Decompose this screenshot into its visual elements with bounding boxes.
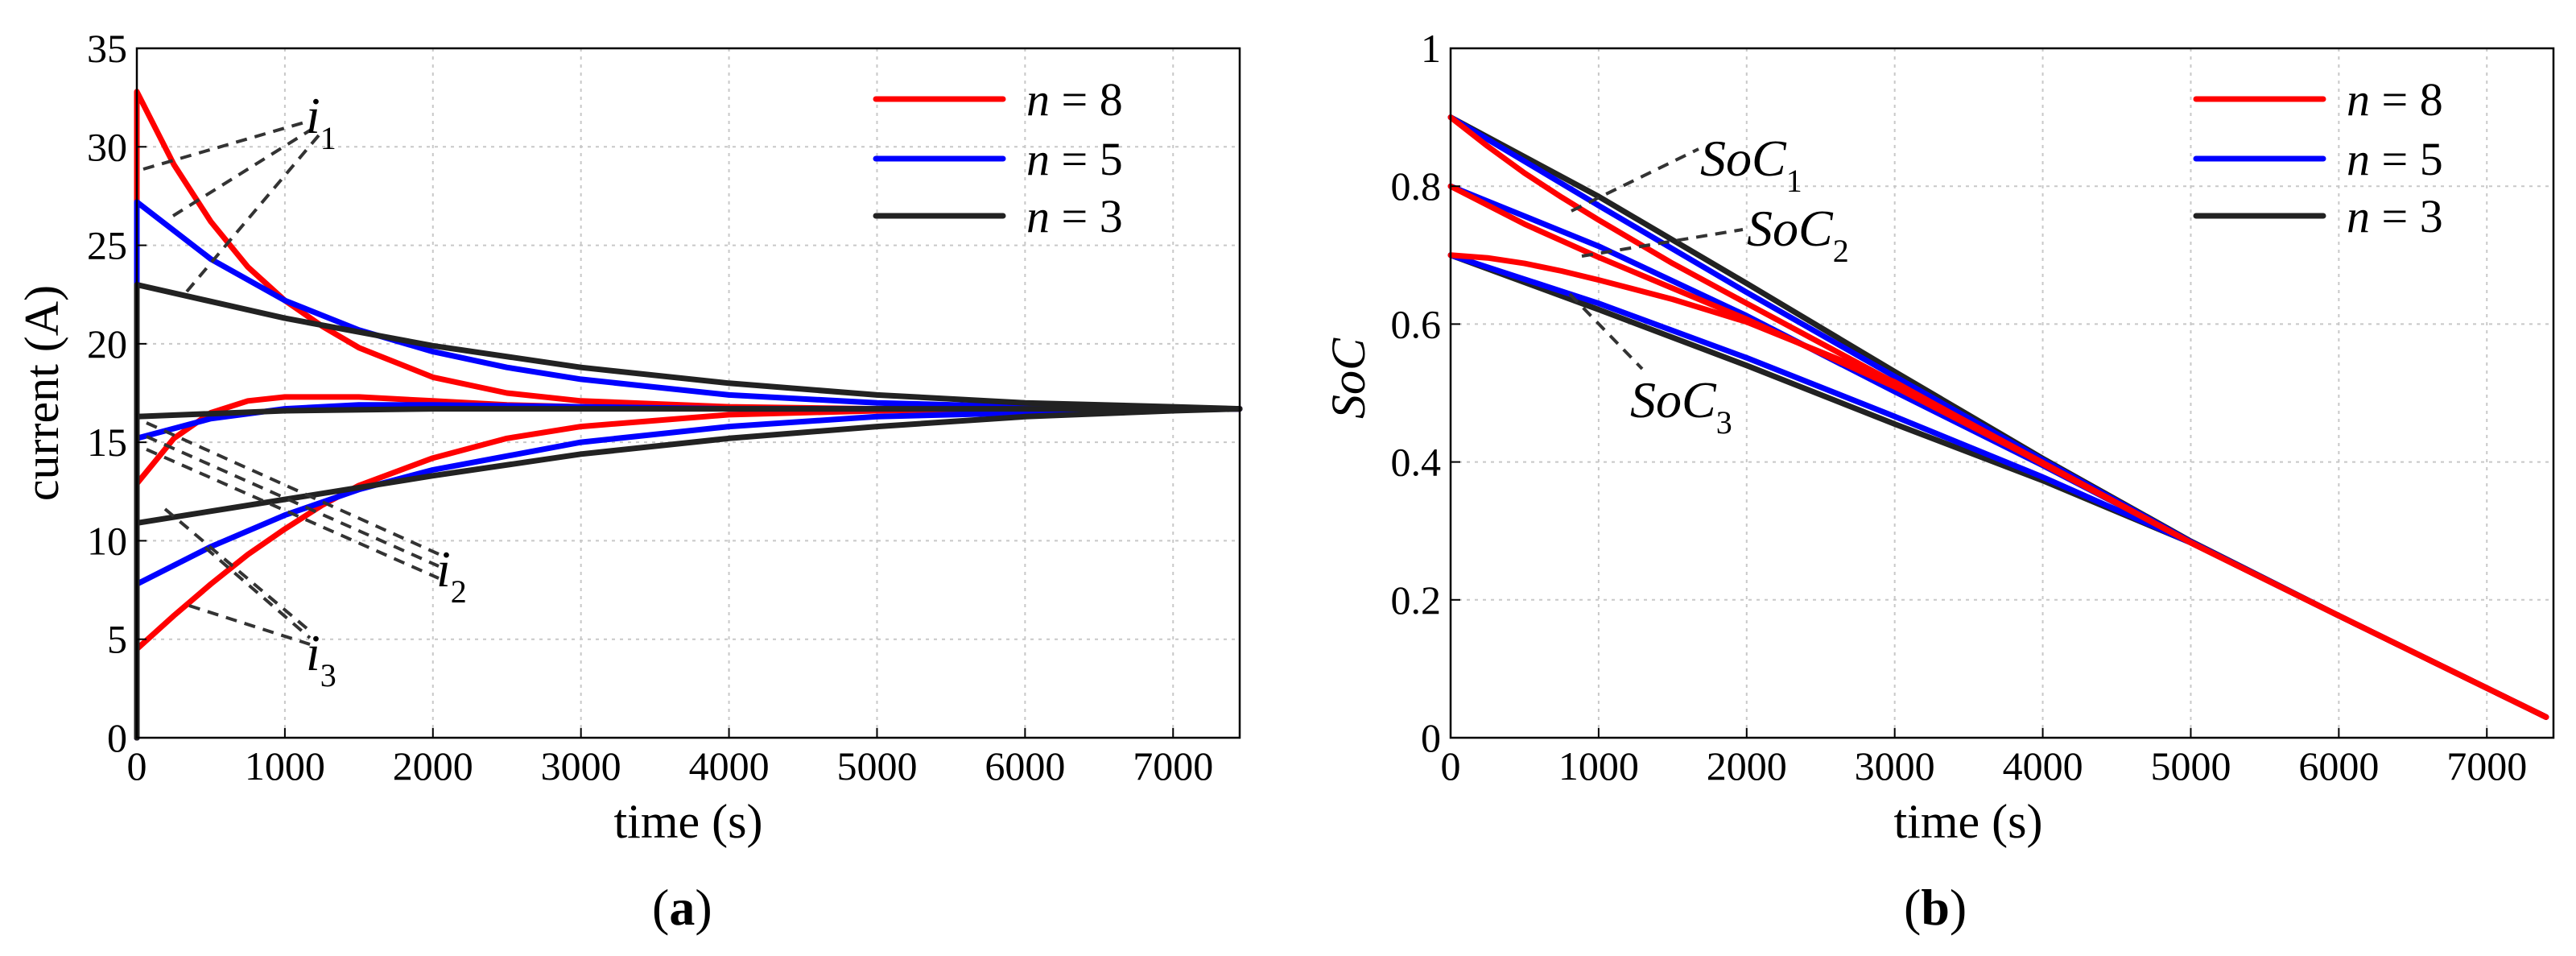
series-line-n8 — [134, 406, 1243, 741]
x-tick-label: 4000 — [689, 743, 770, 788]
x-tick-label: 0 — [1441, 743, 1461, 788]
panel-a-caption: (a) — [652, 879, 712, 936]
panel-a-y-ticks: 0 5 10 15 20 25 30 35 — [87, 26, 147, 760]
series-line-n5 — [134, 402, 1243, 741]
x-tick-label: 7000 — [1133, 743, 1213, 788]
panel-a-leader-i3-n5 — [204, 546, 312, 639]
panel-b-legend-label-n3: n = 3 — [2347, 190, 2443, 242]
panel-b-caption: (b) — [1904, 879, 1967, 936]
panel-a-annotation-i2-label: i2 — [436, 540, 467, 610]
panel-b-leader-soc1 — [1571, 147, 1699, 213]
panel-a-leader-i1-n5 — [171, 127, 314, 217]
panel-b-legend: n = 8 n = 5 n = 3 — [2193, 73, 2443, 242]
x-tick-label: 2000 — [1707, 743, 1787, 788]
panel-a-leader-i3-n8 — [188, 604, 311, 646]
panel-a-leader-i2-n5 — [146, 435, 440, 568]
panel-b-leader-soc3 — [1568, 292, 1644, 370]
x-tick-label: 7000 — [2446, 743, 2527, 788]
y-tick-label: 0.4 — [1391, 440, 1442, 485]
panel-a-plot-frame — [135, 47, 1241, 739]
panel-a-current-chart: 0 1000 2000 3000 4000 5000 6000 7000 0 5 10 15 20 25… — [15, 26, 1243, 936]
x-tick-label: 1000 — [245, 743, 325, 788]
panel-a-annotation-i2: i2 — [146, 421, 467, 610]
series-line-n5 — [134, 199, 1243, 741]
y-tick-label: 1 — [1421, 26, 1441, 71]
panel-a-leader-i3-n3 — [163, 507, 314, 635]
series-line-n8 — [1447, 252, 2549, 720]
panel-b-annotation-soc3-label: SoC3 — [1630, 371, 1732, 441]
panel-b-y-axis-label: SoC — [1322, 337, 1375, 419]
panel-a-leader-i2-n8 — [146, 421, 440, 556]
y-tick-label: 0 — [1421, 715, 1441, 760]
y-tick-label: 0 — [107, 715, 127, 760]
panel-b-x-ticks: 0 1000 2000 3000 4000 5000 6000 7000 — [1441, 728, 2527, 788]
y-tick-label: 35 — [87, 26, 127, 71]
x-tick-label: 4000 — [2003, 743, 2083, 788]
x-tick-label: 3000 — [541, 743, 621, 788]
panel-b-y-ticks: 0 0.2 0.4 0.6 0.8 1 — [1391, 26, 1460, 760]
panel-a-legend-label-n5: n = 5 — [1026, 133, 1123, 185]
y-tick-label: 0.2 — [1391, 577, 1442, 623]
series-line-n5 — [134, 406, 1243, 741]
panel-a-x-ticks: 0 1000 2000 3000 4000 5000 6000 7000 — [127, 728, 1213, 788]
x-tick-label: 3000 — [1855, 743, 1935, 788]
panel-a-x-axis-label: time (s) — [614, 795, 763, 848]
panel-a-annotation-i3-label: i3 — [306, 624, 336, 693]
y-tick-label: 0.8 — [1391, 163, 1442, 209]
y-tick-label: 30 — [87, 124, 127, 169]
x-tick-label: 2000 — [393, 743, 473, 788]
y-tick-label: 25 — [87, 223, 127, 268]
y-tick-label: 5 — [107, 617, 127, 662]
panel-a-annotation-i3: i3 — [163, 507, 336, 693]
x-tick-label: 5000 — [836, 743, 917, 788]
y-tick-label: 15 — [87, 420, 127, 465]
panel-a-grid — [137, 48, 1240, 738]
panel-a-leader-i1-n8 — [142, 119, 311, 171]
series-line-n3 — [134, 282, 1243, 741]
panel-b-leader-soc2 — [1581, 228, 1744, 258]
panel-a-leader-i1-n3 — [185, 134, 320, 293]
series-line-n3 — [134, 406, 1243, 741]
panel-b-legend-label-n5: n = 5 — [2347, 133, 2443, 185]
x-tick-label: 5000 — [2150, 743, 2231, 788]
y-tick-label: 0.6 — [1391, 301, 1442, 346]
panel-a-legend: n = 8 n = 5 n = 3 — [873, 73, 1123, 242]
y-tick-label: 20 — [87, 321, 127, 366]
x-tick-label: 6000 — [2298, 743, 2379, 788]
panel-a-leader-i2-n3 — [146, 448, 440, 580]
panel-b-plot-frame — [1449, 47, 2555, 739]
panel-a-y-axis-label: current (A) — [15, 285, 68, 501]
panel-b-annotation-soc2-label: SoC2 — [1747, 200, 1849, 269]
x-tick-label: 1000 — [1558, 743, 1639, 788]
panel-b-series-group — [1447, 114, 2549, 720]
panel-a-legend-label-n3: n = 3 — [1026, 190, 1123, 242]
series-line-n3 — [134, 406, 1243, 741]
panel-b-annotation-soc2: SoC2 — [1581, 200, 1849, 269]
series-line-n8 — [134, 394, 1243, 741]
panel-b-grid — [1451, 48, 2553, 738]
panel-b-legend-label-n8: n = 8 — [2347, 73, 2443, 126]
panel-b-annotation-soc1: SoC1 — [1571, 130, 1802, 213]
x-tick-label: 0 — [127, 743, 147, 788]
panel-a-legend-label-n8: n = 8 — [1026, 73, 1123, 126]
x-tick-label: 6000 — [985, 743, 1065, 788]
panel-b-annotation-soc1-label: SoC1 — [1700, 130, 1802, 199]
panel-b-x-axis-label: time (s) — [1894, 795, 2043, 848]
panel-b-annotation-soc3: SoC3 — [1568, 292, 1732, 441]
panel-b-soc-chart: 0 1000 2000 3000 4000 5000 6000 7000 0 0.2 0.4 0.6… — [1322, 26, 2555, 936]
panel-a-annotation-i1: i1 — [142, 87, 336, 293]
panel-a-annotation-i1-label: i1 — [306, 87, 336, 156]
y-tick-label: 10 — [87, 518, 127, 563]
